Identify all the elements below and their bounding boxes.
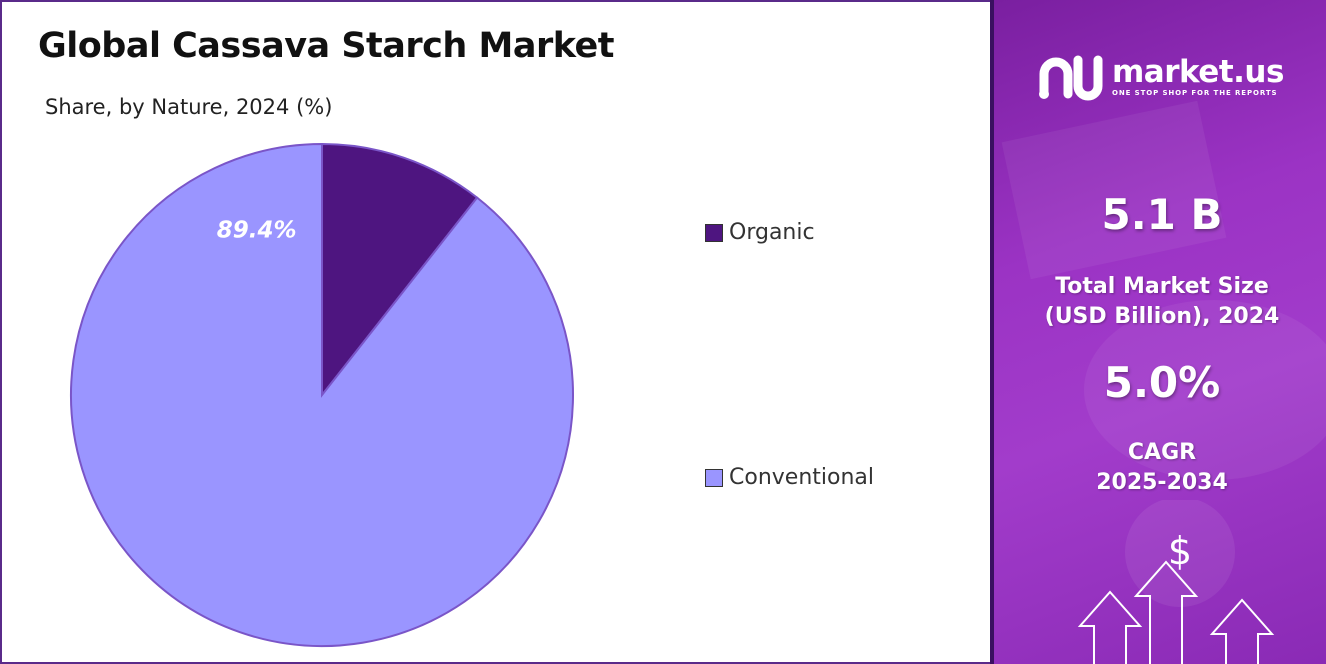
legend-swatch-conventional [705, 468, 723, 487]
legend-item-organic: Organic [705, 220, 815, 245]
legend-label-organic: Organic [729, 220, 815, 245]
cagr-label-line1: CAGR [1127, 440, 1197, 465]
market-size-label-line2: (USD Billion), 2024 [1044, 304, 1280, 329]
cagr-label-line2: 2025-2034 [1096, 470, 1228, 495]
market-size-value: 5.1 B [1101, 190, 1223, 239]
legend-label-conventional: Conventional [729, 465, 874, 490]
chart-subtitle: Share, by Nature, 2024 (%) [45, 95, 333, 119]
arrow-up-icon-right [1209, 598, 1275, 664]
dollar-sign-icon: $ [1168, 529, 1192, 573]
pie-label-conventional: 89.4% [217, 217, 297, 243]
coin-circle-shape [1125, 500, 1235, 607]
market-size-label-line1: Total Market Size [1055, 274, 1269, 299]
arrow-up-icon-center [1133, 560, 1199, 664]
pie-chart: 89.4% [70, 142, 574, 647]
background-hand-shape [1084, 300, 1326, 480]
brand-tagline: ONE STOP SHOP FOR THE REPORTS [1112, 88, 1278, 97]
cagr-value: 5.0% [1103, 358, 1221, 407]
market-us-logo-icon [1039, 55, 1103, 101]
brand-name: market.us [1112, 53, 1284, 90]
legend-item-conventional: Conventional [705, 465, 874, 490]
arrow-up-icon-left [1077, 590, 1143, 664]
pie-slice-organic [321, 142, 479, 398]
pie-slice-conventional [70, 142, 574, 647]
legend-swatch-organic [705, 223, 723, 242]
brand-logo: market.us ONE STOP SHOP FOR THE REPORTS [1038, 50, 1284, 102]
chart-panel: Global Cassava Starch Market Share, by N… [0, 0, 990, 664]
growth-arrows-decoration: $ [1077, 500, 1275, 664]
chart-title: Global Cassava Starch Market [38, 26, 615, 66]
summary-panel: market.us ONE STOP SHOP FOR THE REPORTS … [990, 0, 1326, 664]
